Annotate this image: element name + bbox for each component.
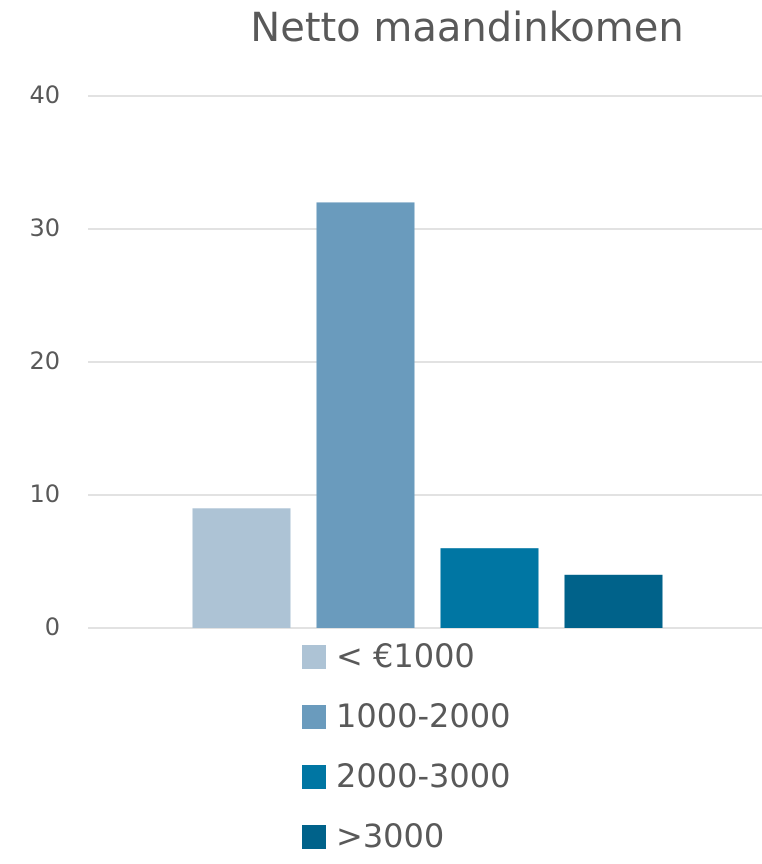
legend-swatch — [302, 705, 326, 729]
y-tick-label: 30 — [29, 214, 60, 242]
legend-label: < €1000 — [336, 637, 475, 675]
legend-swatch — [302, 825, 326, 849]
chart-title: Netto maandinkomen — [250, 5, 683, 51]
legend-label: >3000 — [336, 817, 444, 855]
y-tick-label: 10 — [29, 480, 60, 508]
legend-label: 2000-3000 — [336, 757, 510, 795]
y-tick-label: 40 — [29, 81, 60, 109]
y-tick-label: 20 — [29, 347, 60, 375]
bar — [192, 508, 291, 628]
bar — [316, 202, 415, 628]
bar — [564, 574, 663, 628]
legend-swatch — [302, 645, 326, 669]
legend-swatch — [302, 765, 326, 789]
y-tick-label: 0 — [45, 613, 60, 641]
bar — [440, 548, 539, 628]
legend-label: 1000-2000 — [336, 697, 510, 735]
